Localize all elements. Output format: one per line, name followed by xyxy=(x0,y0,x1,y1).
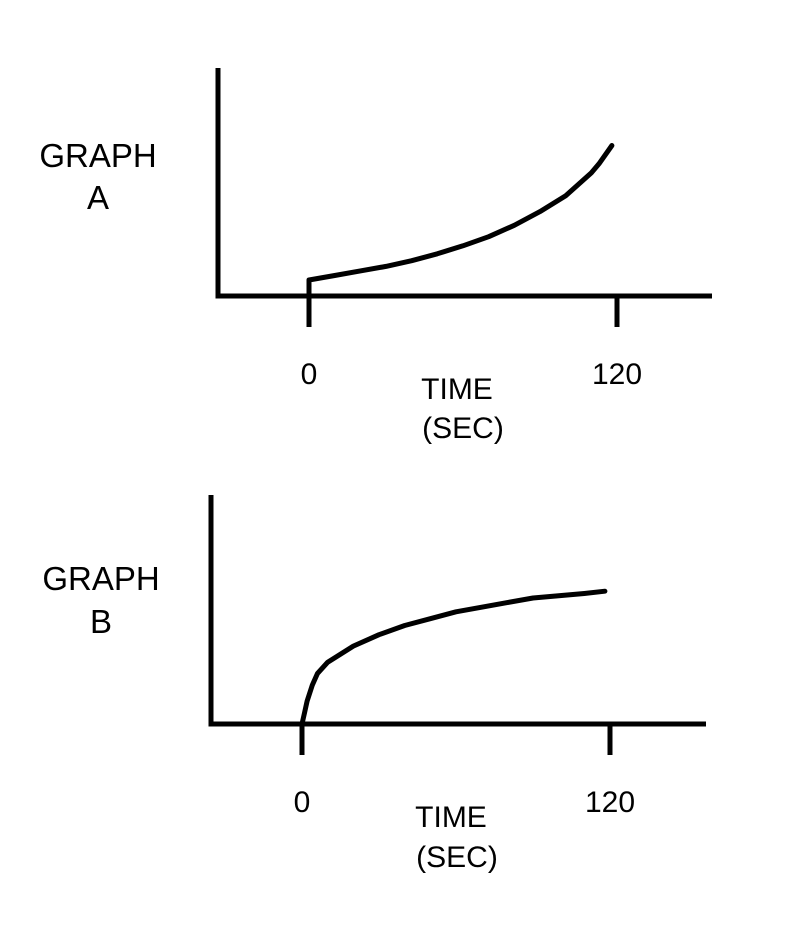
graph-b-tick-label-120: 120 xyxy=(585,786,635,819)
graph-b-xlabel-line-2: (SEC) xyxy=(416,841,498,874)
graph-a-tick-label-0: 0 xyxy=(301,358,318,391)
graph-a: GRAPH A 0 120 TIME (SEC) xyxy=(39,68,712,445)
graph-a-curve xyxy=(306,143,615,299)
graph-b-xlabel-line-1: TIME xyxy=(415,801,487,834)
graph-b-axes xyxy=(208,495,706,727)
graph-a-tick-label-120: 120 xyxy=(592,358,642,391)
graph-b: GRAPH B 0 120 TIME (SEC) xyxy=(42,495,706,874)
graph-b-curve xyxy=(299,588,608,727)
graph-a-xlabel-line-2: (SEC) xyxy=(422,412,504,445)
graph-b-title-line-1: GRAPH xyxy=(42,560,159,597)
graph-a-title-line-2: A xyxy=(87,179,109,216)
graph-b-title-line-2: B xyxy=(90,603,112,640)
graph-a-xlabel-line-1: TIME xyxy=(421,373,493,406)
graph-a-axes xyxy=(215,68,712,299)
graph-a-title-line-1: GRAPH xyxy=(39,137,156,174)
graph-b-tick-label-0: 0 xyxy=(294,786,311,819)
